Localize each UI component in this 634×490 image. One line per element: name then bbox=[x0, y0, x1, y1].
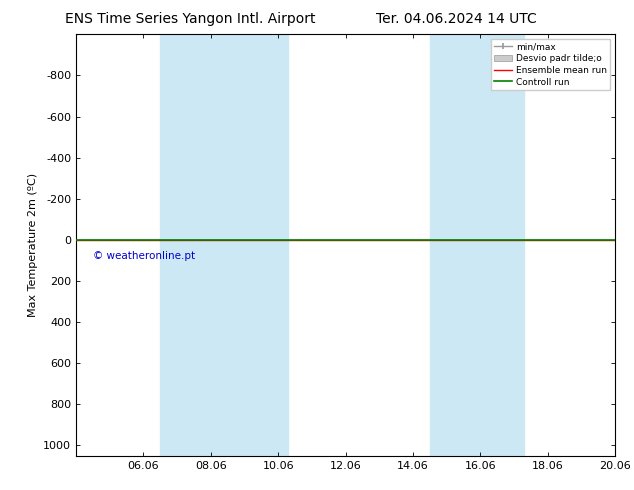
Text: Ter. 04.06.2024 14 UTC: Ter. 04.06.2024 14 UTC bbox=[376, 12, 537, 26]
Bar bbox=[238, 34, 288, 456]
Bar bbox=[430, 34, 481, 456]
Bar bbox=[160, 34, 238, 456]
Bar bbox=[480, 34, 524, 456]
Text: © weatheronline.pt: © weatheronline.pt bbox=[93, 251, 195, 261]
Legend: min/max, Desvio padr tilde;o, Ensemble mean run, Controll run: min/max, Desvio padr tilde;o, Ensemble m… bbox=[491, 39, 611, 90]
Y-axis label: Max Temperature 2m (ºC): Max Temperature 2m (ºC) bbox=[28, 173, 37, 317]
Text: ENS Time Series Yangon Intl. Airport: ENS Time Series Yangon Intl. Airport bbox=[65, 12, 316, 26]
